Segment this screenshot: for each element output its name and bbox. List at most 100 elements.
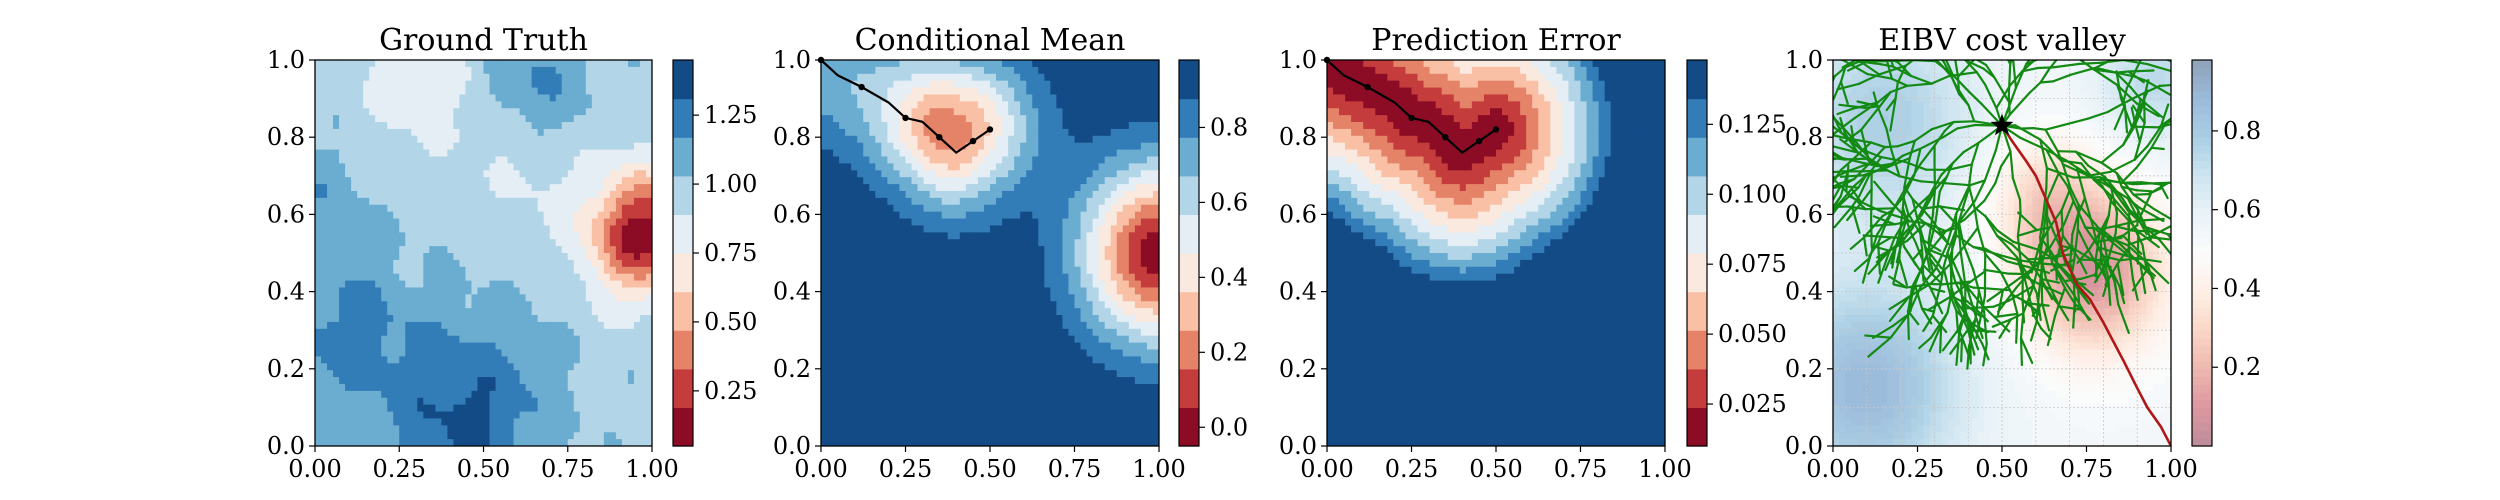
colorbar-segment <box>2192 260 2212 270</box>
colorbar-tick-label: 0.2 <box>2223 353 2261 381</box>
y-tick-label: 0.8 <box>1279 123 1317 151</box>
colorbar-segment <box>2192 353 2212 362</box>
trajectory-point <box>1492 126 1500 133</box>
colorbar-segment <box>2192 322 2212 331</box>
colorbar-segment <box>2192 399 2212 408</box>
heatmap-field <box>821 60 1159 446</box>
colorbar: 0.25 0.50 0.75 1.00 1.25 <box>672 59 757 447</box>
x-tick-label: 0.50 <box>963 455 1016 483</box>
colorbar-tick-label: 1.00 <box>704 170 757 198</box>
chart-title: Ground Truth <box>379 23 588 58</box>
x-tick-label: 1.00 <box>1638 455 1691 483</box>
colorbar-segment <box>673 330 693 370</box>
colorbar-segment <box>1687 330 1707 370</box>
colorbar-segment <box>2192 314 2212 324</box>
colorbar-segment <box>673 60 693 100</box>
colorbar-tick-label: 0.6 <box>1210 188 1248 216</box>
trajectory-point <box>902 114 909 122</box>
trajectory-point <box>1364 83 1371 91</box>
panel-4: 0.00 0.25 0.50 0.75 1.00 0.0 0.2 0.4 0.6 0.8 1.0 EI… <box>1785 23 2261 483</box>
colorbar-segment <box>2192 268 2212 277</box>
colorbar-segment <box>2192 83 2212 92</box>
trajectory-point <box>969 137 977 145</box>
x-tick-label: 0.75 <box>541 455 594 483</box>
y-tick-label: 0.8 <box>773 123 811 151</box>
colorbar-segment <box>673 137 693 177</box>
colorbar-segment <box>2192 175 2212 185</box>
x-tick-label: 0.25 <box>373 455 426 483</box>
colorbar-segment <box>1687 291 1707 331</box>
colorbar-segment <box>1179 407 1199 447</box>
colorbar-tick-label: 1.25 <box>704 101 757 129</box>
colorbar-segment <box>2192 330 2212 339</box>
y-tick-label: 0.6 <box>773 200 811 228</box>
x-tick-label: 1.00 <box>2144 455 2197 483</box>
colorbar-segment <box>1179 214 1199 254</box>
colorbar-segment <box>2192 376 2212 385</box>
y-tick-label: 0.2 <box>773 355 811 383</box>
y-tick-label: 0.2 <box>1785 355 1823 383</box>
x-tick-label: 0.75 <box>2060 455 2113 483</box>
colorbar-segment <box>2192 160 2212 169</box>
colorbar-segment <box>2192 407 2212 416</box>
x-tick-label: 0.75 <box>1554 455 1607 483</box>
colorbar: 0.0 0.2 0.4 0.6 0.8 <box>1178 59 1248 447</box>
colorbar-segment <box>673 368 693 408</box>
x-tick-label: 1.00 <box>1132 455 1185 483</box>
colorbar-segment <box>2192 214 2212 223</box>
heatmap-field <box>1327 60 1665 446</box>
x-tick-label: 0.00 <box>288 455 341 483</box>
colorbar-segment <box>673 253 693 293</box>
colorbar-tick-label: 0.75 <box>704 239 757 267</box>
colorbar-tick-label: 0.6 <box>2223 196 2261 224</box>
colorbar-tick-label: 0.125 <box>1718 110 1787 138</box>
y-tick-label: 0.4 <box>1785 278 1823 306</box>
colorbar-segment <box>2192 98 2212 107</box>
colorbar-segment <box>2192 291 2212 300</box>
colorbar-segment <box>1687 137 1707 177</box>
colorbar-segment <box>2192 144 2212 154</box>
x-tick-label: 0.50 <box>1469 455 1522 483</box>
colorbar-segment <box>1179 98 1199 138</box>
colorbar-segment <box>2192 191 2212 200</box>
colorbar-segment <box>2192 90 2212 100</box>
trajectory-point <box>1442 134 1449 141</box>
panel-1: 0.00 0.25 0.50 0.75 1.00 0.0 0.2 0.4 0.6 0.8 1.0 Gr… <box>267 23 758 483</box>
x-tick-label: 0.50 <box>457 455 510 483</box>
colorbar-segment <box>1687 407 1707 447</box>
colorbar-tick-label: 0.4 <box>2223 274 2261 302</box>
colorbar-segment <box>1179 175 1199 215</box>
colorbar-segment <box>2192 137 2212 146</box>
colorbar-segment <box>1687 60 1707 100</box>
trajectory-line <box>1326 59 1497 154</box>
colorbar-tick-label: 0.50 <box>704 308 757 336</box>
colorbar-tick-label: 0.075 <box>1718 250 1787 278</box>
trajectory-point <box>936 134 943 141</box>
colorbar-segment <box>2192 415 2212 424</box>
colorbar-segment <box>2192 438 2212 447</box>
panel-3: 0.00 0.25 0.50 0.75 1.00 0.0 0.2 0.4 0.6 0.8 1.0 Pr… <box>1279 23 1787 483</box>
colorbar-tick-label: 0.8 <box>1210 113 1248 141</box>
colorbar: 0.025 0.050 0.075 0.100 0.125 <box>1686 59 1787 447</box>
colorbar-segment <box>2192 129 2212 138</box>
colorbar-segment <box>2192 361 2212 370</box>
colorbar-segment <box>1179 253 1199 293</box>
y-tick-label: 0.0 <box>773 432 811 460</box>
chart-title: Prediction Error <box>1371 23 1621 58</box>
panel-2: 0.00 0.25 0.50 0.75 1.00 0.0 0.2 0.4 0.6 0.8 1.0 Co… <box>773 23 1248 483</box>
best-path-line <box>2000 124 2171 446</box>
colorbar-segment <box>2192 299 2212 308</box>
colorbar-segment <box>2192 121 2212 131</box>
colorbar-segment <box>1179 330 1199 370</box>
colorbar: 0.2 0.4 0.6 0.8 <box>2191 59 2261 447</box>
colorbar-segment <box>1687 214 1707 254</box>
x-tick-label: 0.00 <box>1300 455 1353 483</box>
colorbar-frame <box>2191 59 2213 447</box>
y-tick-label: 1.0 <box>1279 46 1317 74</box>
chart-title: Conditional Mean <box>855 23 1126 58</box>
colorbar-segment <box>2192 67 2212 77</box>
colorbar-tick-label: 0.2 <box>1210 338 1248 366</box>
colorbar-segment <box>2192 253 2212 262</box>
colorbar-segment <box>2192 384 2212 393</box>
